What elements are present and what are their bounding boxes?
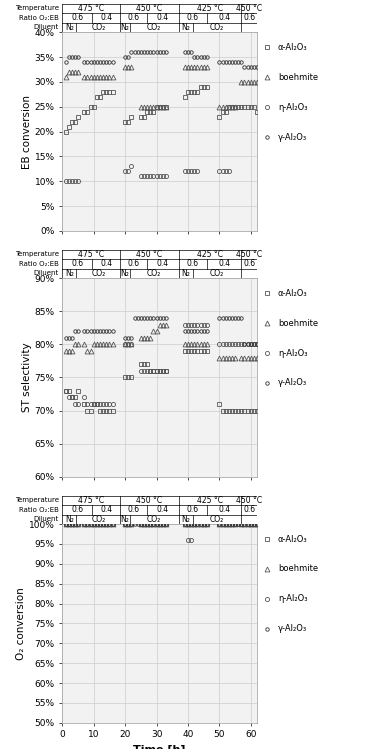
Text: N₂: N₂ [65, 269, 74, 278]
Text: 475 °C: 475 °C [78, 4, 104, 13]
Text: 0.4: 0.4 [157, 13, 169, 22]
Text: Diluent: Diluent [33, 25, 59, 31]
Text: CO₂: CO₂ [210, 23, 224, 32]
Text: 0.4: 0.4 [218, 506, 230, 515]
Text: η-Al₂O₃: η-Al₂O₃ [278, 103, 307, 112]
Text: boehmite: boehmite [278, 73, 318, 82]
Text: 0.6: 0.6 [187, 13, 199, 22]
Text: 0.4: 0.4 [100, 13, 112, 22]
Text: 0.4: 0.4 [100, 259, 112, 268]
Text: CO₂: CO₂ [147, 23, 161, 32]
Text: α-Al₂O₃: α-Al₂O₃ [278, 288, 307, 297]
Text: 0.4: 0.4 [157, 506, 169, 515]
Text: Temperature: Temperature [15, 252, 59, 258]
Text: η-Al₂O₃: η-Al₂O₃ [278, 348, 307, 357]
Text: γ-Al₂O₃: γ-Al₂O₃ [278, 625, 307, 634]
Text: boehmite: boehmite [278, 565, 318, 574]
Text: N₂: N₂ [121, 23, 130, 32]
Text: 0.6: 0.6 [71, 259, 83, 268]
Text: 0.6: 0.6 [187, 506, 199, 515]
Text: CO₂: CO₂ [210, 269, 224, 278]
Text: CO₂: CO₂ [91, 269, 105, 278]
Text: 450 °C: 450 °C [136, 4, 163, 13]
Text: 0.4: 0.4 [100, 506, 112, 515]
Text: 450 °C: 450 °C [236, 250, 262, 259]
Text: 0.4: 0.4 [218, 13, 230, 22]
Text: Ratio O₂:EB: Ratio O₂:EB [19, 261, 59, 267]
Text: CO₂: CO₂ [91, 515, 105, 524]
Text: Diluent: Diluent [33, 270, 59, 276]
Text: N₂: N₂ [65, 23, 74, 32]
Text: 425 °C: 425 °C [197, 4, 223, 13]
Text: Ratio O₂:EB: Ratio O₂:EB [19, 15, 59, 21]
Text: N₂: N₂ [181, 23, 190, 32]
Text: N₂: N₂ [181, 269, 190, 278]
Text: 0.6: 0.6 [128, 506, 140, 515]
Y-axis label: ST selectivity: ST selectivity [22, 343, 32, 412]
Text: CO₂: CO₂ [147, 515, 161, 524]
Text: γ-Al₂O₃: γ-Al₂O₃ [278, 133, 307, 142]
Text: CO₂: CO₂ [147, 269, 161, 278]
Text: Diluent: Diluent [33, 516, 59, 522]
X-axis label: Time [h]: Time [h] [133, 745, 186, 749]
Text: 0.6: 0.6 [71, 506, 83, 515]
Text: 0.6: 0.6 [128, 13, 140, 22]
Text: 450 °C: 450 °C [136, 250, 163, 259]
Text: boehmite: boehmite [278, 318, 318, 327]
Text: α-Al₂O₃: α-Al₂O₃ [278, 43, 307, 52]
Text: η-Al₂O₃: η-Al₂O₃ [278, 595, 307, 604]
Text: 0.4: 0.4 [157, 259, 169, 268]
Text: 0.6: 0.6 [187, 259, 199, 268]
Text: 450 °C: 450 °C [136, 496, 163, 505]
Text: N₂: N₂ [121, 515, 130, 524]
Text: N₂: N₂ [65, 515, 74, 524]
Text: 0.6: 0.6 [243, 13, 255, 22]
Text: α-Al₂O₃: α-Al₂O₃ [278, 535, 307, 544]
Text: 0.6: 0.6 [243, 506, 255, 515]
Text: CO₂: CO₂ [91, 23, 105, 32]
Text: N₂: N₂ [181, 515, 190, 524]
Text: CO₂: CO₂ [210, 515, 224, 524]
Text: 475 °C: 475 °C [78, 250, 104, 259]
Text: γ-Al₂O₃: γ-Al₂O₃ [278, 378, 307, 387]
Y-axis label: EB conversion: EB conversion [22, 94, 32, 169]
Text: 425 °C: 425 °C [197, 250, 223, 259]
Text: 0.6: 0.6 [128, 259, 140, 268]
Text: Temperature: Temperature [15, 5, 59, 11]
Text: 0.6: 0.6 [243, 259, 255, 268]
Y-axis label: O₂ conversion: O₂ conversion [16, 587, 26, 660]
Text: 0.4: 0.4 [218, 259, 230, 268]
Text: Temperature: Temperature [15, 497, 59, 503]
Text: 425 °C: 425 °C [197, 496, 223, 505]
Text: 475 °C: 475 °C [78, 496, 104, 505]
Text: N₂: N₂ [121, 269, 130, 278]
Text: 0.6: 0.6 [71, 13, 83, 22]
Text: 450 °C: 450 °C [236, 496, 262, 505]
Text: 450 °C: 450 °C [236, 4, 262, 13]
Text: Ratio O₂:EB: Ratio O₂:EB [19, 507, 59, 513]
